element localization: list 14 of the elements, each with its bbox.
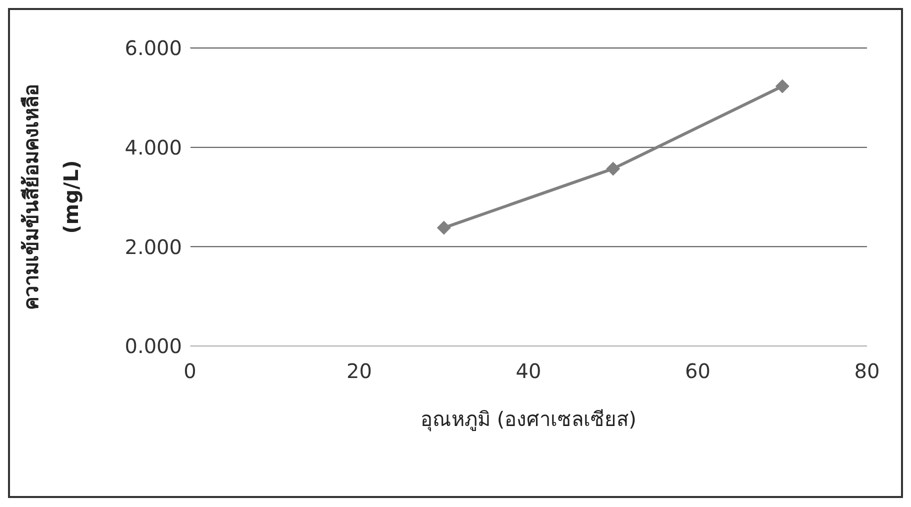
- point: [436, 220, 451, 235]
- y-tick-label: 0.000: [124, 334, 182, 358]
- y-tick-label: 2.000: [124, 234, 182, 259]
- point: [606, 162, 620, 176]
- x-tick-label: 0: [184, 359, 196, 384]
- y-tick-label: 4.000: [124, 135, 182, 160]
- x-tick-label: 40: [516, 359, 542, 384]
- point: [775, 79, 790, 94]
- y-axis-title: ความเข้มข้นสีย้อมคงเหลือ (mg/L): [19, 84, 83, 310]
- x-axis-title: อุณหภูมิ (องศาเซลเซียส): [420, 407, 636, 432]
- x-tick-label: 80: [854, 359, 880, 384]
- y-tick-label: 6.000: [124, 36, 182, 60]
- x-tick-label: 20: [346, 359, 372, 384]
- x-tick-label: 60: [685, 359, 710, 384]
